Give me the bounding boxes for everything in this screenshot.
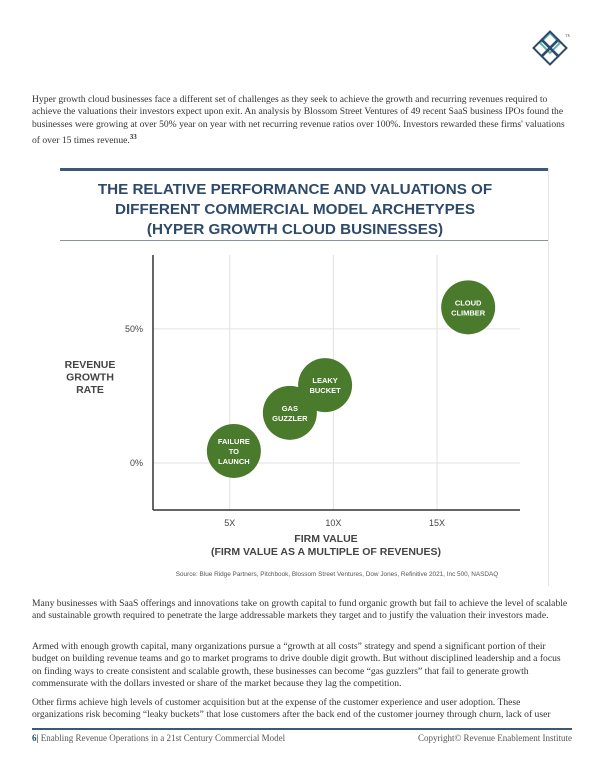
footer-rule (32, 728, 572, 730)
y-tick-label: 0% (130, 458, 143, 468)
chart-source: Source: Blue Ridge Partners, Pitchbook, … (176, 571, 499, 578)
intro-paragraph: Hyper growth cloud businesses face a dif… (32, 94, 565, 147)
trademark-mark: TM (565, 33, 570, 38)
chart-title: THE RELATIVE PERFORMANCE AND VALUATIONS … (97, 181, 493, 238)
bubble-label: GUZZLER (272, 414, 308, 423)
body-paragraph-3: Other firms achieve high levels of custo… (32, 697, 551, 721)
chart-top-rule (60, 168, 548, 171)
y-axis-label: REVENUE (65, 359, 116, 371)
bubble-label: BUCKET (309, 386, 341, 395)
bubble (441, 280, 496, 335)
bubble-label: CLOUD (455, 298, 482, 307)
bubble-label: GAS (282, 404, 298, 413)
x-axis-label: FIRM VALUE (294, 533, 357, 545)
x-tick-label: 10X (325, 518, 341, 528)
y-axis-label: GROWTH (66, 372, 114, 384)
page-number: 6 (32, 733, 37, 743)
bubble-label: LEAKY (312, 376, 337, 385)
bubble (206, 423, 261, 478)
chart-figure: THE RELATIVE PERFORMANCE AND VALUATIONS … (60, 168, 549, 586)
footnote-ref[interactable]: 33 (129, 133, 137, 142)
footer-title: Enabling Revenue Operations in a 21st Ce… (40, 733, 286, 743)
y-tick-label: 50% (125, 324, 143, 334)
bubble-label: LAUNCH (218, 457, 250, 466)
y-axis-label: RATE (76, 384, 104, 396)
bubble-label: FAILURE (218, 437, 250, 446)
bubble-label: CLIMBER (451, 308, 486, 317)
bubble-label: TO (229, 447, 239, 456)
body-paragraph-2: Armed with enough growth capital, many o… (32, 641, 561, 690)
bubble (298, 358, 353, 413)
x-axis-sublabel: (FIRM VALUE AS A MULTIPLE OF REVENUES) (211, 546, 441, 558)
footer-copyright: Copyright© Revenue Enablement Institute (417, 733, 572, 743)
company-logo: TM (532, 30, 570, 66)
x-tick-label: 5X (224, 518, 235, 528)
x-tick-label: 15X (429, 518, 445, 528)
body-paragraph-1: Many businesses with SaaS offerings and … (32, 598, 568, 622)
footer-left: 6| Enabling Revenue Operations in a 21st… (32, 733, 286, 743)
chart-title-rule (60, 240, 548, 241)
